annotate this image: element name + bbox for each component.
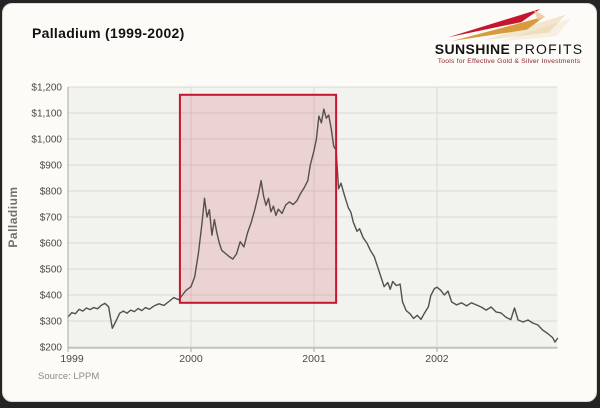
brand-name-primary: SUNSHINE: [434, 41, 511, 57]
brand-tagline: Tools for Effective Gold & Silver Invest…: [437, 58, 581, 65]
page-title: Palladium (1999-2002): [32, 25, 185, 41]
y-tick-label: $1,000: [31, 135, 62, 146]
sunshine-profits-logo: SUNSHINE PROFITS Tools for Effective Gol…: [430, 6, 588, 65]
x-tick-label: 1999: [60, 353, 84, 365]
price-line: [67, 108, 559, 343]
brand-name: SUNSHINE PROFITS: [435, 42, 584, 57]
y-tick-label: $600: [40, 239, 63, 250]
y-axis-title: Palladium: [6, 186, 20, 247]
y-tick-label: $300: [40, 317, 63, 328]
y-tick-label: $1,100: [31, 109, 62, 120]
y-tick-label: $400: [40, 291, 63, 302]
y-tick-label: $900: [40, 161, 63, 172]
x-tick-label: 2000: [179, 353, 203, 365]
x-tick-label: 2002: [425, 353, 449, 365]
source-note: Source: LPPM: [38, 371, 100, 382]
y-tick-label: $800: [40, 187, 63, 198]
x-tick-label: 2001: [302, 353, 326, 365]
y-tick-label: $700: [40, 213, 63, 224]
brand-name-secondary: PROFITS: [514, 41, 584, 57]
logo-arrows-icon: [448, 8, 571, 42]
highlight-box: [178, 93, 338, 304]
y-tick-label: $1,200: [31, 83, 62, 94]
y-tick-label: $500: [40, 265, 63, 276]
y-tick-label: $200: [40, 343, 63, 354]
